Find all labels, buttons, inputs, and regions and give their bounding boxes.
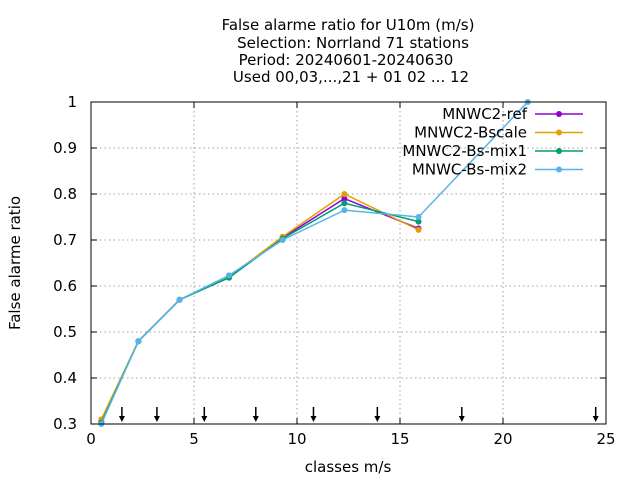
x-tick-label: 0: [86, 430, 96, 448]
y-tick-label: 1: [67, 93, 77, 111]
y-tick-label: 0.3: [53, 415, 77, 433]
y-tick-label: 0.5: [53, 323, 77, 341]
legend-marker: [556, 166, 562, 173]
legend-marker: [556, 148, 562, 154]
legend-item: MNWC2-Bs-mix1: [402, 142, 583, 160]
legend-item: MNWC2-ref: [442, 105, 583, 123]
data-point: [341, 195, 348, 202]
y-tick-label: 0.9: [53, 139, 77, 157]
legend-label: MNWC2-Bscale: [414, 124, 527, 142]
data-point: [176, 296, 183, 303]
class-marker-arrow: [153, 407, 160, 422]
data-point: [279, 237, 286, 243]
x-tick-label: 15: [390, 430, 409, 448]
data-point: [341, 191, 348, 197]
legend-marker: [556, 129, 562, 136]
x-tick-label: 20: [493, 430, 512, 448]
legend-label: MNWC2-ref: [442, 105, 527, 123]
plot-frame: [90, 101, 607, 425]
data-point: [135, 338, 142, 345]
chart-title-line: Selection: Norrland 71 stations: [237, 34, 469, 52]
class-marker-arrow: [201, 407, 208, 422]
y-tick-label: 0.7: [53, 231, 77, 249]
data-point: [415, 214, 422, 220]
legend-item: MNWC2-Bscale: [414, 124, 583, 142]
class-markers: [118, 407, 599, 422]
chart-title-line: Period: 20240601-20240630: [239, 51, 454, 69]
series-line: [100, 202, 419, 423]
series-mnwc2-bscale: [98, 191, 422, 423]
x-tick-label: 10: [287, 430, 306, 448]
class-marker-arrow: [458, 407, 465, 422]
series-mnwc-bs-mix2: [98, 99, 531, 427]
legend-marker: [556, 111, 562, 117]
series-mnwc2-ref: [98, 195, 422, 425]
grid: [91, 102, 606, 424]
data-point: [341, 207, 348, 214]
series-line: [100, 193, 419, 420]
chart-title: False alarme ratio for U10m (m/s) Select…: [222, 16, 475, 86]
data-point: [341, 200, 348, 207]
data-point: [415, 226, 422, 233]
legend-label: MNWC-Bs-mix2: [412, 161, 527, 179]
x-tick-label: 5: [189, 430, 199, 448]
y-tick-label: 0.4: [53, 369, 77, 387]
class-marker-arrow: [310, 407, 317, 422]
chart-title-line: False alarme ratio for U10m (m/s): [222, 16, 475, 34]
series-layer: [98, 99, 531, 427]
class-marker-arrow: [118, 407, 125, 422]
legend: MNWC2-refMNWC2-BscaleMNWC2-Bs-mix1MNWC-B…: [402, 105, 583, 179]
x-axis-label: classes m/s: [305, 458, 392, 476]
series-line: [100, 101, 529, 425]
y-tick-label: 0.6: [53, 277, 77, 295]
series-mnwc2-bs-mix1: [98, 200, 422, 426]
data-point: [415, 218, 422, 225]
legend-label: MNWC2-Bs-mix1: [402, 142, 527, 160]
class-marker-arrow: [252, 407, 259, 422]
y-axis-label: False alarme ratio: [6, 196, 24, 330]
class-marker-arrow: [374, 407, 381, 422]
class-marker-arrow: [592, 407, 599, 422]
legend-item: MNWC-Bs-mix2: [412, 161, 583, 179]
chart-title-line: Used 00,03,...,21 + 01 02 ... 12: [233, 68, 469, 86]
axis-ticks: 0 5 10 15 20 25 0.3 0.4 0.5 0.6 0.7 0.8 0.9 1: [53, 93, 615, 448]
series-line: [100, 197, 419, 423]
data-point: [226, 272, 233, 279]
x-tick-label: 25: [596, 430, 615, 448]
y-tick-label: 0.8: [53, 185, 77, 203]
